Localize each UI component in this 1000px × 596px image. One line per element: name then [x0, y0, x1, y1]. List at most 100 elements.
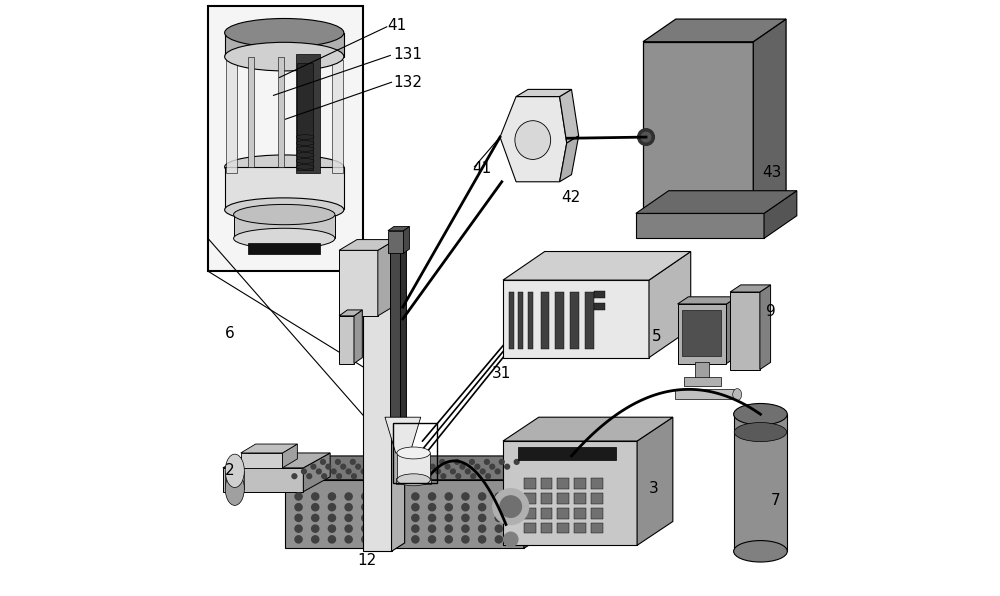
Bar: [695, 362, 709, 378]
Circle shape: [295, 493, 302, 500]
Bar: [518, 292, 523, 349]
Polygon shape: [403, 226, 409, 253]
Circle shape: [362, 493, 369, 500]
Circle shape: [395, 514, 402, 522]
Polygon shape: [388, 226, 409, 231]
Circle shape: [345, 525, 352, 532]
Circle shape: [445, 504, 452, 511]
Circle shape: [345, 514, 352, 522]
Circle shape: [395, 525, 402, 532]
Bar: [339, 250, 378, 316]
Circle shape: [486, 474, 490, 479]
Circle shape: [312, 504, 319, 511]
Circle shape: [412, 493, 419, 500]
Polygon shape: [649, 252, 691, 358]
Bar: [541, 493, 552, 504]
Ellipse shape: [225, 18, 344, 47]
Circle shape: [345, 536, 352, 543]
Circle shape: [316, 469, 321, 474]
Circle shape: [295, 536, 302, 543]
Circle shape: [356, 464, 361, 469]
Bar: [388, 231, 403, 253]
Circle shape: [307, 474, 312, 479]
Circle shape: [341, 464, 346, 469]
Text: 12: 12: [357, 552, 376, 568]
Polygon shape: [303, 453, 330, 492]
Polygon shape: [385, 417, 421, 453]
Circle shape: [638, 129, 654, 145]
Circle shape: [456, 474, 461, 479]
Ellipse shape: [225, 454, 244, 488]
Polygon shape: [636, 191, 797, 213]
Ellipse shape: [225, 198, 344, 222]
Circle shape: [322, 474, 327, 479]
Bar: [591, 523, 603, 533]
Bar: [574, 523, 586, 533]
Circle shape: [412, 525, 419, 532]
Bar: [555, 292, 564, 349]
Circle shape: [428, 514, 436, 522]
Circle shape: [371, 464, 375, 469]
Circle shape: [395, 460, 400, 464]
Circle shape: [479, 514, 486, 522]
Circle shape: [378, 493, 386, 500]
Polygon shape: [503, 417, 673, 441]
Circle shape: [395, 536, 402, 543]
Bar: [541, 523, 552, 533]
Circle shape: [326, 464, 331, 469]
Bar: [503, 280, 649, 358]
Circle shape: [445, 464, 450, 469]
Circle shape: [641, 132, 651, 142]
Circle shape: [412, 536, 419, 543]
Circle shape: [312, 536, 319, 543]
Bar: [643, 42, 753, 215]
Circle shape: [490, 464, 495, 469]
Bar: [594, 291, 605, 298]
Circle shape: [412, 514, 419, 522]
Bar: [528, 292, 533, 349]
Bar: [675, 389, 734, 399]
Circle shape: [495, 469, 500, 474]
Circle shape: [495, 514, 502, 522]
Polygon shape: [726, 297, 737, 364]
Circle shape: [328, 536, 336, 543]
Circle shape: [337, 474, 341, 479]
Ellipse shape: [225, 42, 344, 71]
Circle shape: [395, 493, 402, 500]
Circle shape: [295, 525, 302, 532]
Circle shape: [451, 469, 455, 474]
Polygon shape: [354, 310, 362, 364]
Circle shape: [331, 469, 336, 474]
Bar: [591, 508, 603, 519]
Polygon shape: [363, 242, 405, 250]
Circle shape: [312, 514, 319, 522]
Bar: [524, 508, 536, 519]
Bar: [585, 292, 594, 349]
Circle shape: [311, 464, 316, 469]
Circle shape: [441, 474, 446, 479]
Ellipse shape: [296, 164, 314, 169]
Text: 43: 43: [762, 165, 782, 181]
Bar: [557, 508, 569, 519]
Ellipse shape: [734, 403, 787, 425]
Circle shape: [350, 460, 355, 464]
Circle shape: [381, 474, 386, 479]
Bar: [524, 523, 536, 533]
Circle shape: [362, 536, 369, 543]
Text: 31: 31: [492, 366, 512, 381]
Polygon shape: [524, 456, 563, 548]
Bar: [396, 478, 431, 484]
Circle shape: [328, 504, 336, 511]
Text: 5: 5: [651, 329, 661, 344]
Circle shape: [500, 496, 521, 517]
Polygon shape: [643, 19, 786, 42]
Circle shape: [479, 525, 486, 532]
Circle shape: [336, 460, 340, 464]
Polygon shape: [560, 89, 579, 143]
Circle shape: [321, 460, 325, 464]
Circle shape: [425, 460, 430, 464]
Circle shape: [361, 469, 366, 474]
Circle shape: [499, 460, 504, 464]
Circle shape: [445, 536, 452, 543]
Circle shape: [362, 504, 369, 511]
